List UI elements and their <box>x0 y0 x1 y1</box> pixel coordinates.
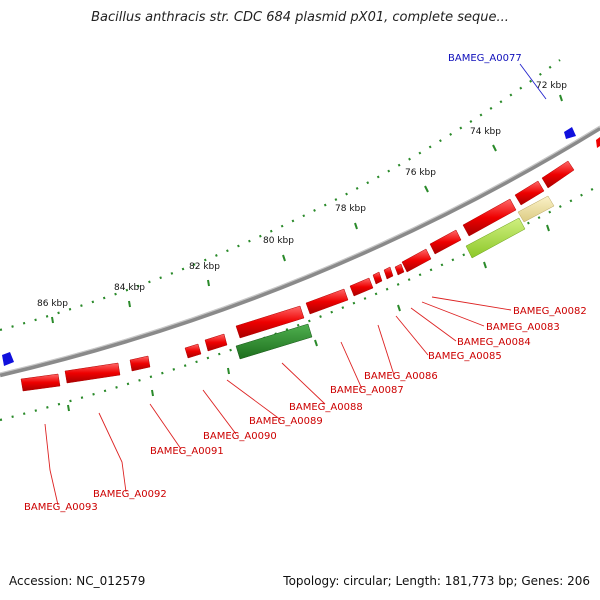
gene-arrow[interactable] <box>401 248 432 273</box>
scale-label: 74 kbp <box>470 127 501 137</box>
gene-arrow[interactable] <box>64 362 121 384</box>
gene-label[interactable]: BAMEG_A0089 <box>249 416 323 427</box>
scale-label: 78 kbp <box>335 204 366 214</box>
inner-major-ticks <box>67 224 550 412</box>
gene-label[interactable]: BAMEG_A0082 <box>513 306 587 317</box>
gene-label[interactable]: BAMEG_A0090 <box>203 431 277 442</box>
scale-label: 84 kbp <box>114 283 145 293</box>
feature-bar-light-green[interactable] <box>465 217 526 259</box>
blue-marker-icon[interactable] <box>2 352 14 366</box>
gene-label[interactable]: BAMEG_A0085 <box>428 351 502 362</box>
topology-summary-text: Topology: circular; Length: 181,773 bp; … <box>283 574 590 588</box>
blue-marker-icon[interactable] <box>564 127 576 139</box>
gene-arrow[interactable] <box>372 271 383 285</box>
scale-label: 82 kbp <box>189 262 220 272</box>
map-title: Bacillus anthracis str. CDC 684 plasmid … <box>91 10 509 25</box>
gene-labels[interactable]: BAMEG_A0077 BAMEG_A0082 BAMEG_A0083 BAME… <box>24 53 587 513</box>
gene-label[interactable]: BAMEG_A0083 <box>486 322 560 333</box>
feature-bar-dark-green[interactable] <box>235 323 313 360</box>
inner-scale-track <box>0 184 600 422</box>
gene-arrow[interactable] <box>20 373 61 392</box>
gene-label[interactable]: BAMEG_A0092 <box>93 489 167 500</box>
outer-major-ticks <box>51 94 563 324</box>
gene-label[interactable]: BAMEG_A0086 <box>364 371 438 382</box>
scale-label: 86 kbp <box>37 299 68 309</box>
feature-bar-tan[interactable] <box>517 195 555 223</box>
scale-label: 76 kbp <box>405 168 436 178</box>
accession-text: Accession: NC_012579 <box>9 574 146 588</box>
gene-arrows[interactable] <box>20 160 575 392</box>
plasmid-backbone <box>0 126 600 378</box>
gene-label[interactable]: BAMEG_A0093 <box>24 502 98 513</box>
plasmid-backbone-highlight <box>0 125 600 374</box>
gene-arrow[interactable] <box>204 333 228 352</box>
gene-arrow[interactable] <box>541 160 575 189</box>
scale-label: 80 kbp <box>263 236 294 246</box>
scale-labels: 72 kbp 74 kbp 76 kbp 78 kbp 80 kbp 82 kb… <box>37 81 567 309</box>
scale-label: 72 kbp <box>536 81 567 91</box>
gene-arrow[interactable] <box>349 277 374 297</box>
gene-label[interactable]: BAMEG_A0084 <box>457 337 531 348</box>
gene-arrow[interactable] <box>129 355 151 372</box>
gene-label[interactable]: BAMEG_A0087 <box>330 385 404 396</box>
label-leader-lines <box>44 296 512 506</box>
gene-arrow[interactable] <box>184 343 202 359</box>
gene-arrow[interactable] <box>462 198 517 237</box>
gene-arrow[interactable] <box>383 266 394 280</box>
gene-label[interactable]: BAMEG_A0077 <box>448 53 522 64</box>
gene-arrow[interactable] <box>305 288 349 315</box>
gene-label[interactable]: BAMEG_A0091 <box>150 446 224 457</box>
gene-label[interactable]: BAMEG_A0088 <box>289 402 363 413</box>
gene-arrow[interactable] <box>235 305 305 339</box>
gene-arrow[interactable] <box>429 229 462 255</box>
label-leader-line-blue <box>519 63 547 100</box>
gene-arrow[interactable] <box>394 263 405 276</box>
red-marker-icon[interactable] <box>596 137 600 148</box>
gene-arrow[interactable] <box>514 180 545 206</box>
